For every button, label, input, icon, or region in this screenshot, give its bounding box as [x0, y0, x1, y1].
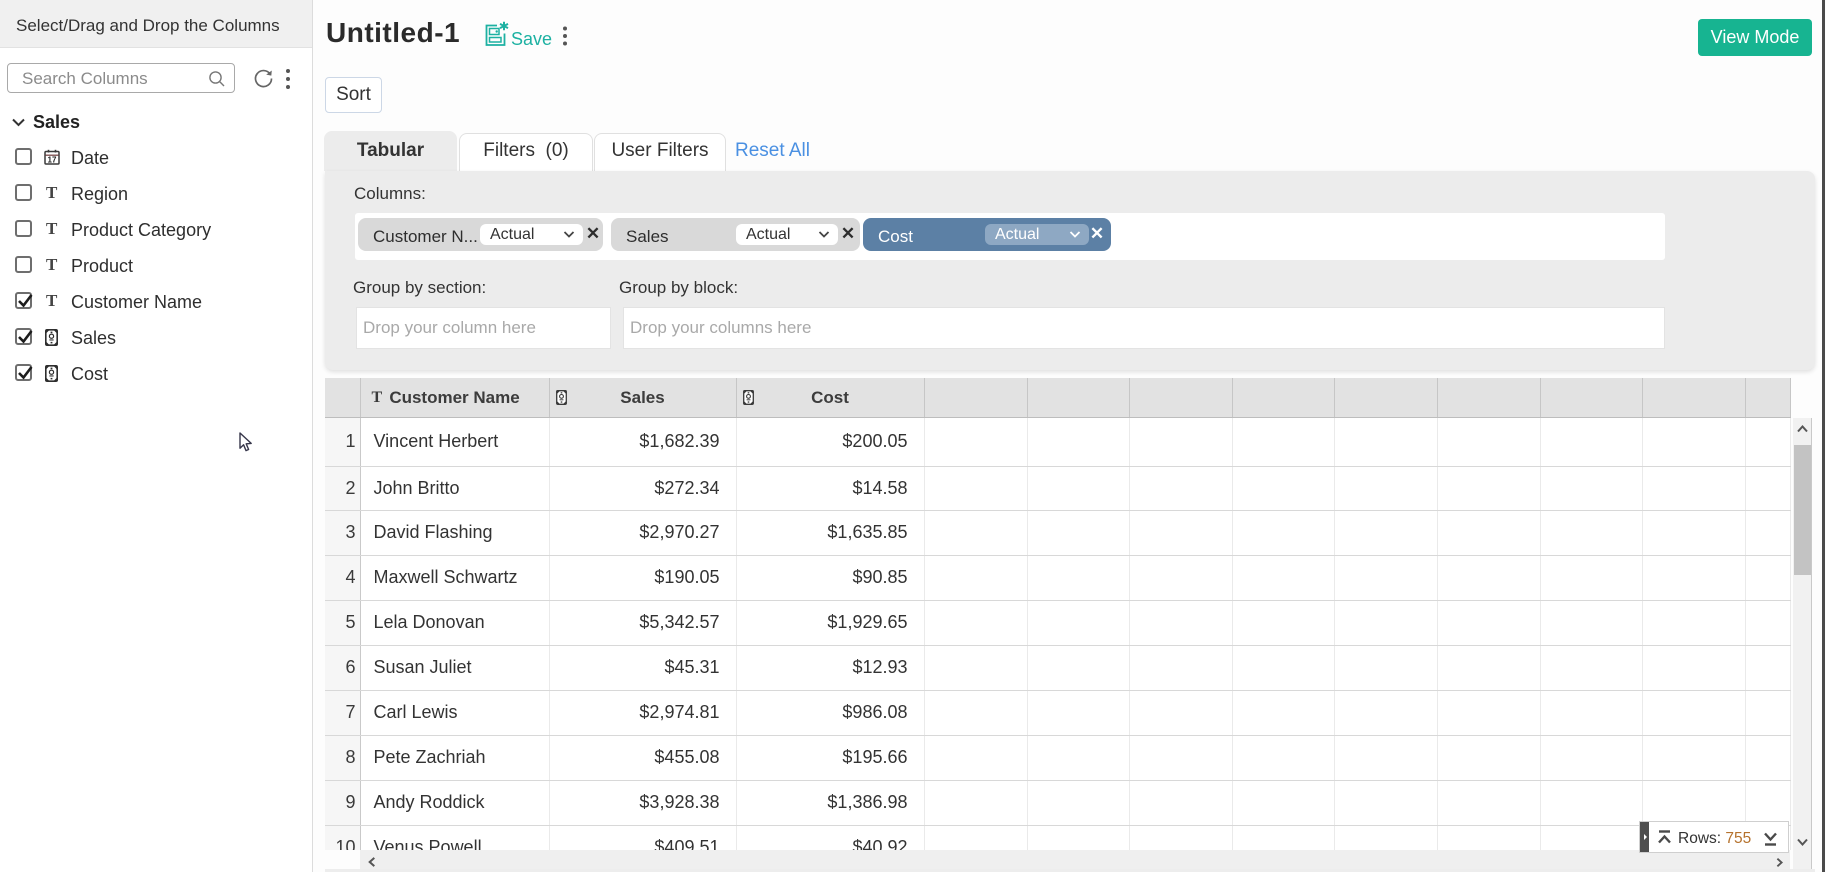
svg-text:17: 17: [48, 156, 57, 165]
